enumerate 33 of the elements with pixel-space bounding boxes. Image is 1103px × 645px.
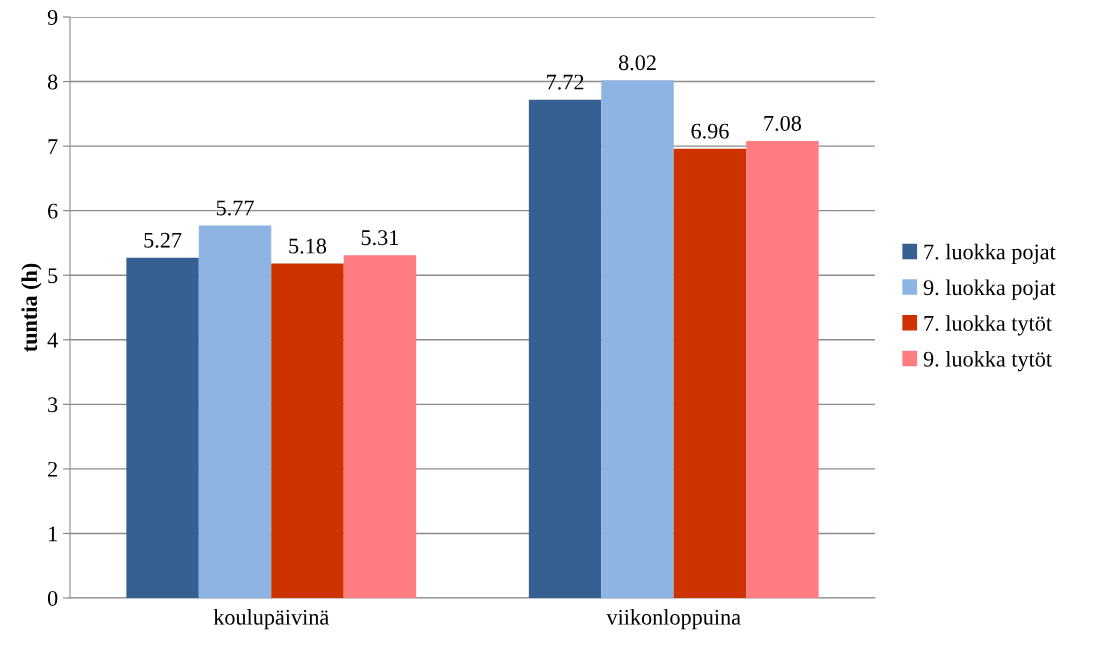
bar [673, 148, 747, 598]
data-label: 5.77 [216, 200, 254, 216]
data-label: 7.72 [547, 74, 584, 90]
data-label: 7.08 [764, 115, 802, 131]
y-tick-label: 2 [48, 461, 57, 477]
y-tick-label: 1 [49, 526, 57, 542]
y-tick-label: 4 [47, 332, 58, 348]
data-label: 5.31 [361, 230, 399, 246]
x-tick-label: viikonloppuina [606, 609, 741, 630]
data-label: 8.02 [618, 55, 656, 71]
y-tick-label: 8 [47, 74, 58, 90]
legend-label: 9. luokka tytöt [923, 350, 1052, 372]
bar [601, 80, 674, 598]
x-tick-label: koulupäivinä [213, 609, 329, 630]
y-tick-label: 3 [48, 397, 58, 413]
bar [746, 140, 819, 598]
data-label: 6.96 [691, 123, 729, 139]
data-label: 5.27 [144, 232, 182, 248]
bar [271, 263, 344, 598]
bar [528, 99, 602, 598]
legend-label: 9. luokka pojat [923, 279, 1056, 300]
data-label: 5.18 [289, 238, 327, 254]
y-axis-title: tuntia (h) [21, 263, 42, 352]
bar [198, 225, 272, 598]
y-tick-label: 9 [47, 9, 58, 25]
y-tick-label: 7 [48, 139, 58, 154]
bar [343, 255, 417, 598]
legend-label: 7. luokka tytöt [924, 315, 1052, 336]
y-tick-label: 0 [47, 590, 58, 606]
y-tick-label: 5 [48, 268, 58, 284]
legend-label: 7. luokka pojat [924, 243, 1056, 264]
y-tick-label: 6 [48, 203, 58, 219]
bar [126, 257, 199, 598]
